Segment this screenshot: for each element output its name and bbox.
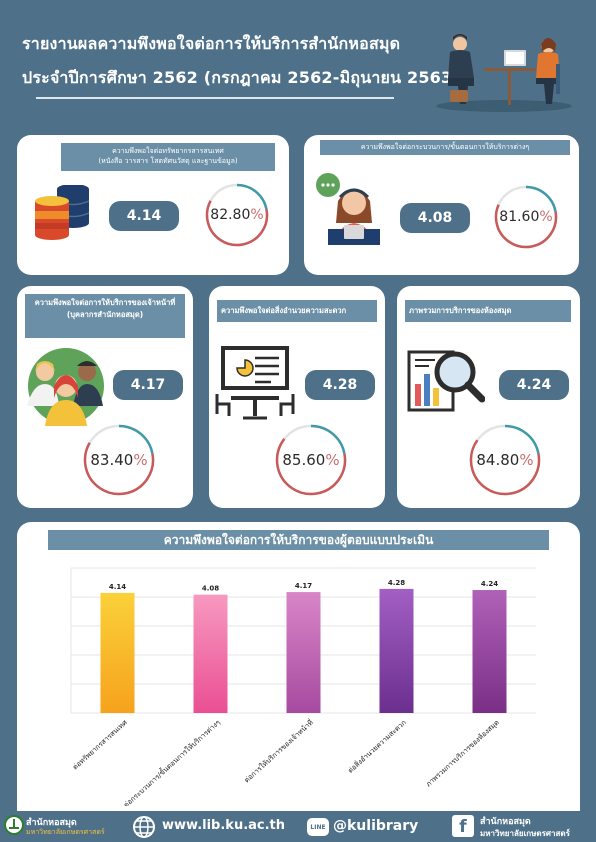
footer-logo-name: สำนักหอสมุด: [26, 818, 77, 828]
analytics-magnifier-icon: [407, 350, 485, 412]
support-agent-icon: [316, 173, 380, 245]
office-workers-illustration: [436, 34, 572, 112]
bar-value-label: 4.24: [481, 580, 498, 588]
overall-gauge: 84.80%: [467, 422, 543, 498]
bar: [100, 592, 135, 713]
facilities-score: 4.28: [305, 370, 375, 400]
resources-score: 4.14: [109, 201, 179, 231]
overall-score: 4.24: [499, 370, 569, 400]
process-percent: 81.60: [499, 209, 540, 225]
staff-gauge: 83.40%: [81, 422, 157, 498]
library-logo-icon: [4, 815, 24, 835]
staff-percent: 83.40: [90, 451, 134, 469]
resources-card-header: ความพึงพอใจต่อทรัพยากรสารสนเทศ (หนังสือ …: [61, 143, 275, 171]
percent-sign: %: [133, 451, 148, 469]
bar: [286, 592, 321, 713]
report-subtitle: ประจำปีการศึกษา 2562 (กรกฎาคม 2562-มิถุน…: [22, 68, 460, 87]
category-label: ต่อทรัพยากรสารสนเทศ: [71, 718, 129, 771]
percent-sign: %: [519, 451, 534, 469]
facebook-page-name[interactable]: สำนักหอสมุด: [480, 817, 531, 827]
staff-group-icon: [27, 348, 104, 426]
staff-card: ความพึงพอใจต่อการให้บริการของเจ้าหน้าที่…: [17, 286, 193, 508]
facilities-gauge: 85.60%: [273, 422, 349, 498]
bar: [472, 590, 507, 713]
globe-icon: [133, 816, 155, 838]
meeting-room-icon: [215, 346, 295, 420]
process-score: 4.08: [400, 203, 470, 233]
title-divider: [36, 97, 394, 99]
facilities-card-header: ความพึงพอใจต่อสิ่งอำนวยความสะดวก: [217, 300, 377, 322]
staff-gauge-ring: [83, 424, 155, 496]
category-label: ภาพรวมการบริการของห้องสมุด: [424, 719, 500, 789]
chart-title: ความพึงพอใจต่อการให้บริการของผู้ตอบแบบปร…: [48, 530, 549, 550]
facilities-percent: 85.60: [282, 451, 326, 469]
overall-gauge-ring: [469, 424, 541, 496]
percent-sign: %: [539, 209, 553, 225]
gauge-highlight-arc: [83, 424, 155, 496]
category-label: ต่อกระบวนการ/ขั้นตอนการให้บริการต่างๆ: [120, 716, 222, 806]
category-label: ต่อสิ่งอำนวยความสะดวก: [346, 718, 408, 775]
staff-card-header: ความพึงพอใจต่อการให้บริการของเจ้าหน้าที่…: [25, 294, 185, 338]
bar-value-label: 4.14: [109, 583, 126, 591]
overall-card: ภาพรวมการบริการของห้องสมุด 4.24 84.80%: [397, 286, 580, 508]
resources-gauge-ring: [205, 183, 269, 247]
facebook-icon: f: [452, 815, 474, 837]
bar-value-label: 4.28: [388, 579, 405, 587]
overall-percent: 84.80: [476, 451, 520, 469]
facilities-gauge-ring: [275, 424, 347, 496]
footer-logo-university: มหาวิทยาลัยเกษตรศาสตร์: [26, 828, 105, 836]
gauge-highlight-arc: [469, 424, 541, 496]
gauge-highlight-arc: [494, 185, 558, 249]
report-title: รายงานผลความพึงพอใจต่อการให้บริการสำนักห…: [22, 34, 401, 53]
gauge-highlight-arc: [275, 424, 347, 496]
category-label: ต่อการให้บริการของเจ้าหน้าที่: [242, 718, 315, 785]
process-gauge-ring: [494, 185, 558, 249]
staff-score: 4.17: [113, 370, 183, 400]
facebook-page-university: มหาวิทยาลัยเกษตรศาสตร์: [480, 829, 570, 838]
process-card: ความพึงพอใจต่อกระบวนการ/ขั้นตอนการให้บริ…: [304, 135, 579, 275]
bar-value-label: 4.08: [202, 585, 219, 593]
bar: [379, 588, 414, 713]
line-icon: LINE: [307, 818, 329, 836]
gauge-highlight-arc: [205, 183, 269, 247]
resources-card: ความพึงพอใจต่อทรัพยากรสารสนเทศ (หนังสือ …: [17, 135, 289, 275]
website-link[interactable]: www.lib.ku.ac.th: [162, 818, 286, 833]
bar: [193, 594, 228, 713]
resources-gauge: 82.80%: [203, 181, 271, 249]
database-icon: [35, 185, 90, 240]
percent-sign: %: [250, 207, 264, 223]
overall-card-header: ภาพรวมการบริการของห้องสมุด: [405, 300, 571, 322]
line-account-link[interactable]: @kulibrary: [333, 818, 419, 834]
bar-value-label: 4.17: [295, 582, 312, 590]
facilities-card: ความพึงพอใจต่อสิ่งอำนวยความสะดวก 4.28 85…: [209, 286, 385, 508]
percent-sign: %: [325, 451, 340, 469]
process-card-header: ความพึงพอใจต่อกระบวนการ/ขั้นตอนการให้บริ…: [320, 140, 570, 155]
bar-chart: 4.14 ต่อทรัพยากรสารสนเทศ 4.08 ต่อกระบวนการ/…: [70, 567, 536, 806]
footer: [0, 811, 596, 842]
resources-percent: 82.80: [210, 207, 251, 223]
process-gauge: 81.60%: [492, 183, 560, 251]
